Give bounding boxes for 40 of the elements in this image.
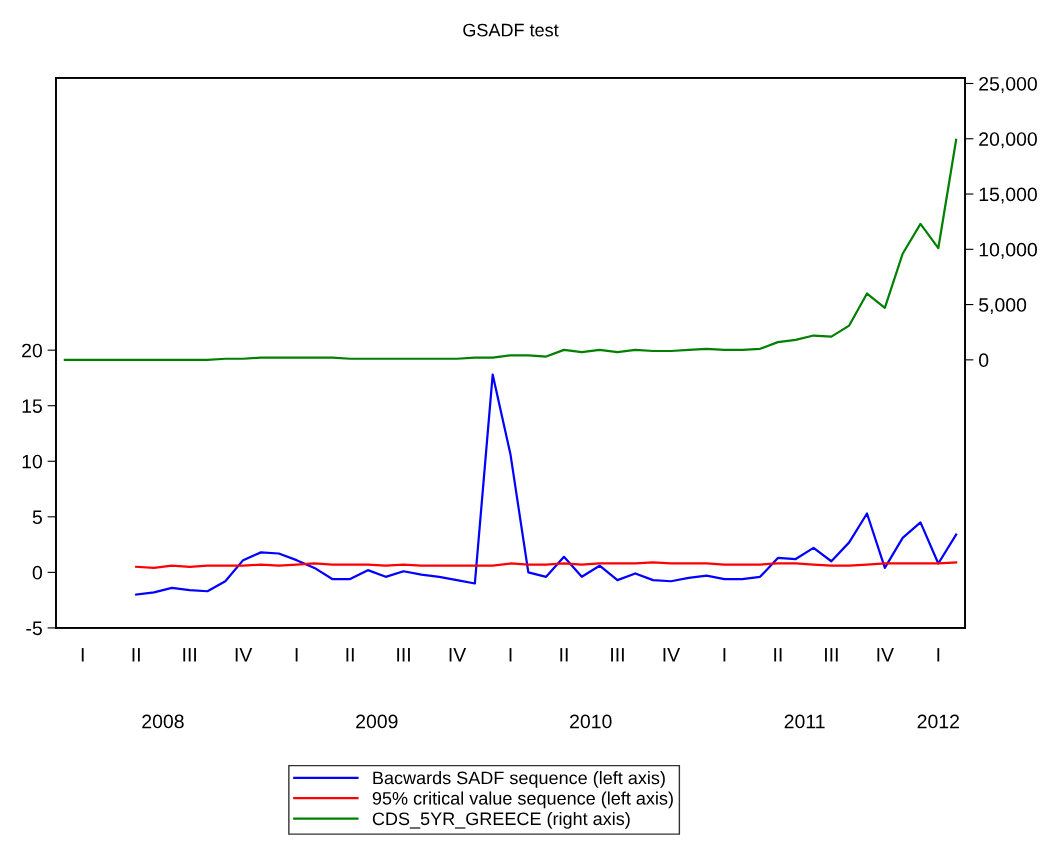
x-tick-label: II <box>774 648 782 662</box>
x-tick-label: III <box>397 648 410 662</box>
x-tick-label: IV <box>877 648 894 662</box>
y2-tick-label: 5,000 <box>979 298 1027 315</box>
y2-tick-label: 25,000 <box>979 76 1037 94</box>
text: 2008 <box>142 714 184 729</box>
x-tick-label: IV <box>663 648 681 662</box>
y2-tick-label: 0 <box>979 353 989 368</box>
chart-title: GSADF test <box>463 23 559 37</box>
text: 2011 <box>784 714 825 729</box>
x-tick-label: I <box>295 648 298 662</box>
legend-label: Bacwards SADF sequence (left axis) <box>373 771 665 788</box>
x-tick-label: II <box>132 648 140 662</box>
line-series <box>63 138 958 361</box>
line-series <box>135 373 958 596</box>
x-tick-label: I <box>81 648 84 662</box>
text: 2010 <box>570 714 612 729</box>
legend-label: 95% critical value sequence (left axis) <box>372 791 673 809</box>
x-tick-label: I <box>509 648 512 662</box>
x-tick-label: III <box>825 648 838 662</box>
x-tick-label: IV <box>235 648 253 662</box>
y-tick-label: 10 <box>22 454 43 469</box>
x-tick-label: I <box>937 648 940 662</box>
y2-tick-label: 10,000 <box>979 242 1037 259</box>
y-tick-label: 20 <box>22 343 43 358</box>
x-tick-label: II <box>346 648 354 662</box>
x-tick-label: IV <box>449 648 467 662</box>
y-tick-label: 15 <box>22 399 42 413</box>
x-tick-label: III <box>611 648 624 662</box>
x-tick-label: III <box>183 648 196 662</box>
x-tick-label: I <box>723 648 726 662</box>
text: 2009 <box>356 714 398 729</box>
y-tick-label: 0 <box>32 565 43 580</box>
y-tick-label: -5 <box>26 621 42 636</box>
y2-tick-label: 15,000 <box>979 187 1037 204</box>
y2-tick-label: 20,000 <box>979 132 1037 149</box>
text: 2012 <box>917 714 959 729</box>
y-tick-label: 5 <box>32 510 42 525</box>
x-tick-label: II <box>560 648 568 662</box>
legend-label: CDS_5YR_GREECE (right axis) <box>372 811 630 829</box>
